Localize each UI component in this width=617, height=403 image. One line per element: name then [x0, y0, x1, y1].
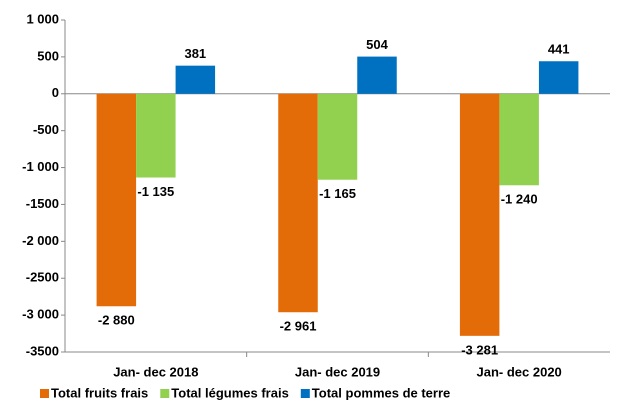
data-label: -1 240 — [501, 192, 538, 207]
data-label: -2 880 — [98, 313, 135, 328]
y-tick-label: -500 — [33, 122, 59, 137]
y-tick-label: -2500 — [26, 270, 59, 285]
y-tick-label: -1 000 — [22, 159, 59, 174]
bar — [357, 56, 397, 94]
y-tick-label: -3 000 — [22, 307, 59, 322]
data-label: -1 135 — [137, 184, 174, 199]
bar — [538, 61, 579, 94]
data-label: 504 — [366, 37, 388, 52]
bar — [499, 93, 539, 186]
y-tick-label: 500 — [37, 48, 59, 63]
data-label: -2 961 — [280, 319, 317, 334]
y-tick-label: 1 000 — [26, 11, 59, 26]
x-tick-label: Jan- dec 2020 — [477, 364, 562, 379]
data-label: -1 165 — [319, 186, 356, 201]
y-tick-label: 0 — [52, 85, 59, 100]
data-label: -3 281 — [461, 342, 498, 357]
legend-label: Total fruits frais — [51, 385, 148, 400]
legend-swatch — [160, 389, 170, 398]
bar — [278, 93, 318, 313]
x-tick-label: Jan- dec 2018 — [113, 364, 198, 379]
data-label: 441 — [548, 42, 570, 57]
legend-swatch — [300, 389, 310, 398]
data-label: 381 — [184, 46, 206, 61]
y-tick-label: -1500 — [26, 196, 59, 211]
bar — [317, 93, 358, 180]
bar — [136, 93, 176, 178]
x-tick-label: Jan- dec 2019 — [295, 364, 380, 379]
legend-label: Total pommes de terre — [312, 385, 450, 400]
legend-label: Total légumes frais — [171, 385, 289, 400]
bar — [175, 65, 216, 94]
legend-swatch — [40, 389, 49, 398]
y-tick-label: -3500 — [26, 343, 59, 358]
bar — [459, 93, 500, 336]
y-tick-label: -2 000 — [22, 233, 59, 248]
bar — [96, 93, 137, 307]
